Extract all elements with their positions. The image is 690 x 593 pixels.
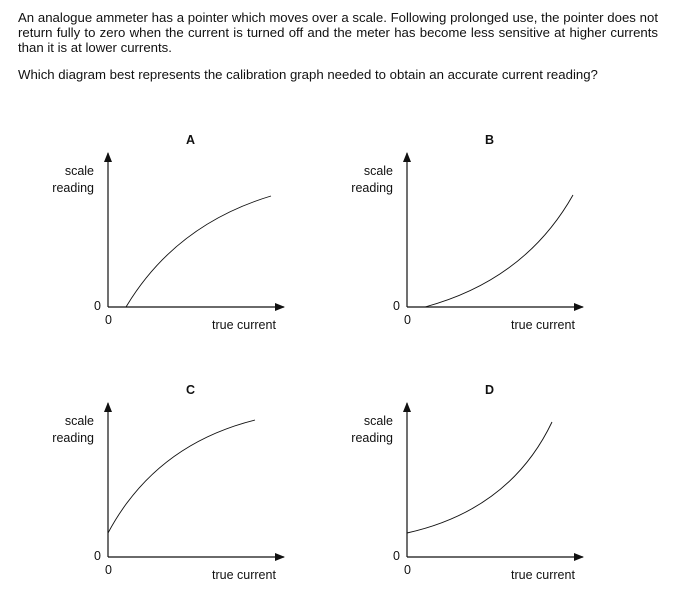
y-axis-label: scale reading: [333, 413, 393, 447]
y-label-line: scale: [64, 414, 94, 428]
option-letter: A: [186, 133, 196, 147]
y-label-line: reading: [52, 181, 94, 195]
origin-y: 0: [393, 549, 400, 563]
graph-d: [403, 402, 584, 561]
y-label-line: scale: [363, 414, 393, 428]
y-label-line: scale: [363, 164, 393, 178]
curve: [107, 419, 256, 534]
curve: [406, 421, 553, 534]
origin-x: 0: [105, 313, 112, 327]
option-letter: C: [186, 383, 196, 397]
question-prompt: Which diagram best represents the calibr…: [18, 67, 598, 82]
y-axis-label: scale reading: [34, 163, 94, 197]
graph-b: [403, 152, 584, 311]
x-axis-label: true current: [511, 318, 575, 332]
y-label-line: scale: [64, 164, 94, 178]
x-axis-label: true current: [511, 568, 575, 582]
option-letter: B: [485, 133, 495, 147]
origin-x: 0: [404, 563, 411, 577]
x-axis-label: true current: [212, 318, 276, 332]
option-letter: D: [485, 383, 495, 397]
y-axis-label: scale reading: [34, 413, 94, 447]
origin-y: 0: [393, 299, 400, 313]
graph-a: [104, 152, 285, 311]
origin-y: 0: [94, 299, 101, 313]
y-axis-label: scale reading: [333, 163, 393, 197]
curve: [424, 194, 574, 308]
y-label-line: reading: [351, 431, 393, 445]
origin-x: 0: [404, 313, 411, 327]
question-stem: An analogue ammeter has a pointer which …: [18, 10, 658, 55]
graph-c: [104, 402, 285, 561]
origin-y: 0: [94, 549, 101, 563]
y-label-line: reading: [351, 181, 393, 195]
x-axis-label: true current: [212, 568, 276, 582]
y-label-line: reading: [52, 431, 94, 445]
origin-x: 0: [105, 563, 112, 577]
curve: [125, 195, 272, 308]
